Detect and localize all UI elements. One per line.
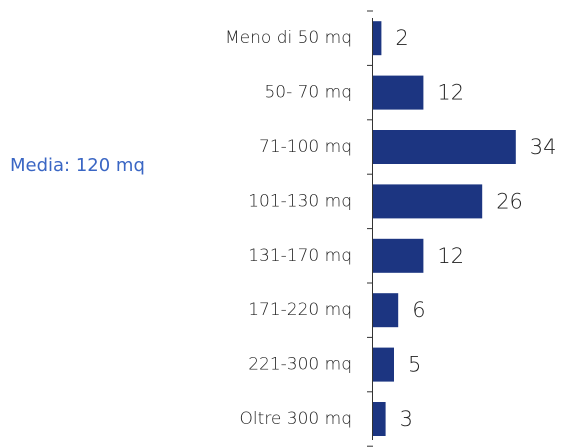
value-label: 6 [412, 298, 425, 322]
value-label: 12 [437, 81, 464, 105]
category-label: 131-170 mq [248, 246, 352, 266]
value-label: 34 [530, 135, 557, 159]
bar [373, 75, 424, 110]
value-label: 3 [400, 407, 413, 431]
annotation: Media: 120 mq [10, 155, 145, 176]
category-label: 50- 70 mq [264, 83, 352, 103]
bar [373, 21, 382, 56]
category-label: Meno di 50 mq [225, 28, 352, 48]
bar [373, 402, 386, 436]
bar [373, 238, 424, 273]
bar [373, 130, 516, 164]
category-label: 221-300 mq [248, 355, 352, 375]
bar [373, 184, 483, 219]
category-label: Oltre 300 mq [240, 409, 352, 429]
category-label: 71-100 mq [259, 137, 352, 157]
bar [373, 293, 399, 328]
value-label: 5 [408, 353, 421, 377]
value-label: 12 [437, 244, 464, 268]
bar [373, 347, 394, 382]
value-label: 26 [496, 189, 523, 213]
category-label: 171-220 mq [248, 300, 352, 320]
value-label: 2 [395, 26, 408, 50]
category-label: 101-130 mq [248, 191, 352, 211]
